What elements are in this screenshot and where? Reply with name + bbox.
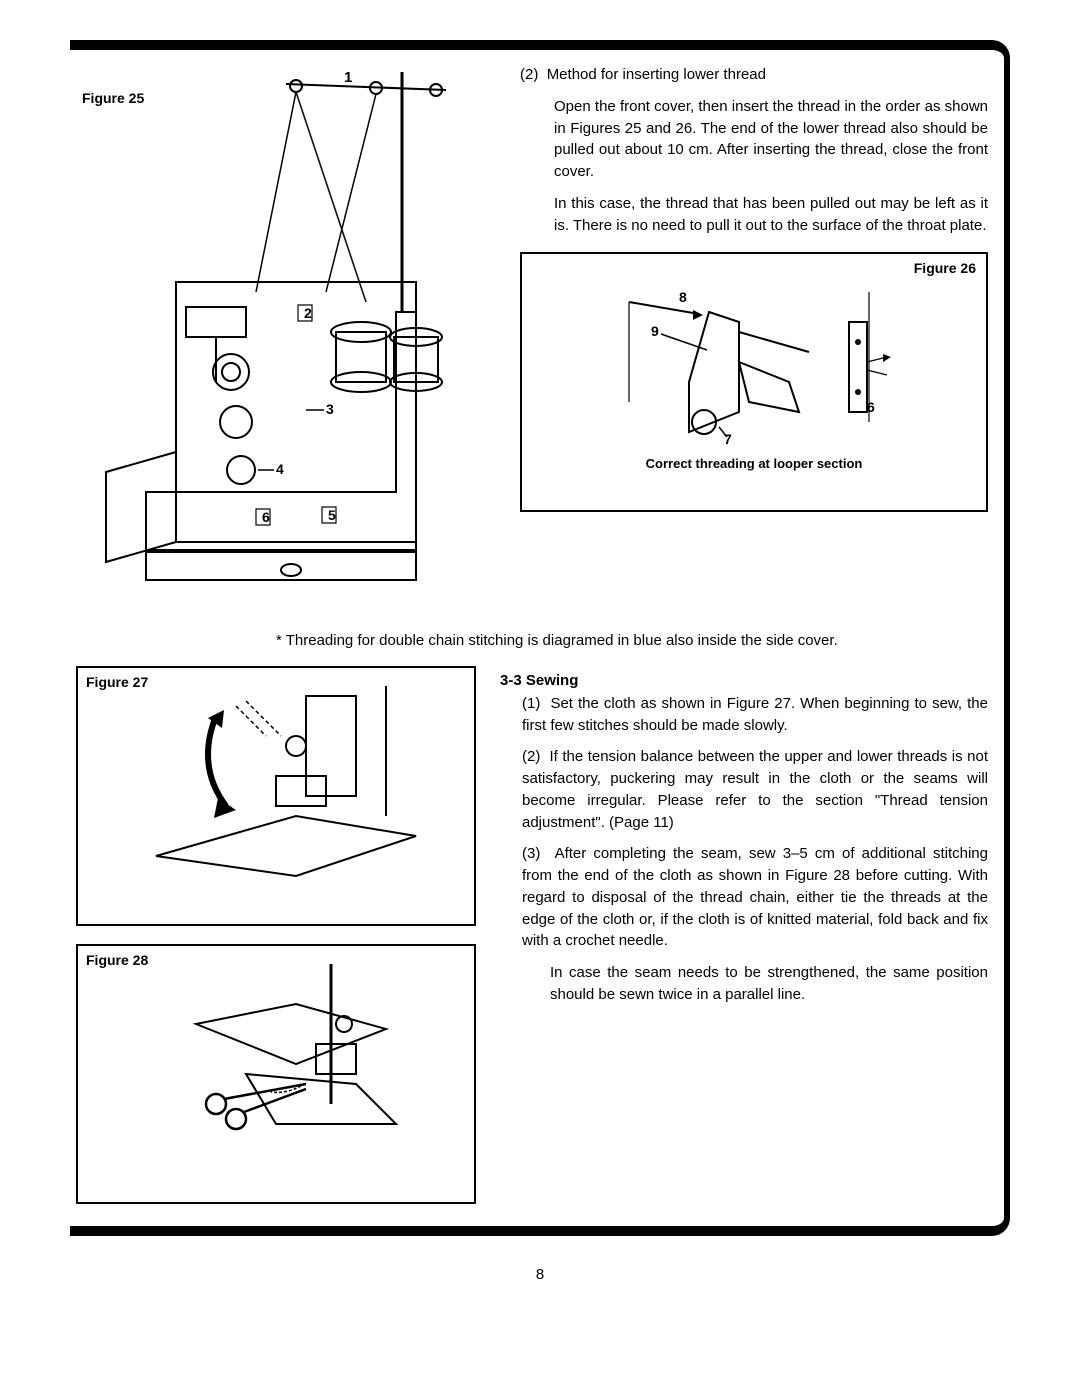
- figure-25-label: Figure 25: [82, 90, 144, 106]
- item2-p1: Open the front cover, then insert the th…: [554, 96, 988, 183]
- figure-25-box: Figure 25 1: [76, 64, 496, 620]
- sewing-item2: (2) If the tension balance between the u…: [522, 746, 988, 833]
- figure-26-label: Figure 26: [914, 260, 976, 276]
- figure-26-caption: Correct threading at looper section: [530, 456, 978, 471]
- figure-27-diagram: [96, 676, 456, 886]
- svg-text:6: 6: [262, 509, 270, 525]
- figure-27-box: Figure 27: [76, 666, 476, 926]
- sewing-heading: 3-3 Sewing: [500, 672, 988, 689]
- item2-title: Method for inserting lower thread: [547, 66, 766, 83]
- svg-text:4: 4: [276, 461, 284, 477]
- figure-25-column: Figure 25 1: [76, 64, 496, 620]
- top-text-column: (2) Method for inserting lower thread Op…: [520, 64, 988, 620]
- svg-text:6: 6: [867, 399, 875, 415]
- figure-26-box: Figure 26 8 9: [520, 252, 988, 512]
- page-number: 8: [70, 1266, 1010, 1283]
- item2-p2: In this case, the thread that has been p…: [554, 193, 988, 237]
- sewing-item2-text: If the tension balance between the upper…: [522, 748, 988, 830]
- sewing-item3-num: (3): [522, 843, 540, 865]
- sewing-item2-num: (2): [522, 746, 540, 768]
- item2-num: (2): [520, 64, 538, 86]
- figure-28-box: Figure 28: [76, 944, 476, 1204]
- svg-text:3: 3: [326, 401, 334, 417]
- svg-text:5: 5: [328, 507, 336, 523]
- sewing-item3-text: After completing the seam, sew 3–5 cm of…: [522, 845, 988, 949]
- svg-text:1: 1: [344, 72, 352, 86]
- sewing-item1-text: Set the cloth as shown in Figure 27. Whe…: [522, 695, 988, 734]
- svg-text:2: 2: [304, 305, 312, 321]
- sewing-text-column: 3-3 Sewing (1) Set the cloth as shown in…: [500, 666, 988, 1204]
- sewing-item1: (1) Set the cloth as shown in Figure 27.…: [522, 693, 988, 737]
- svg-text:7: 7: [724, 431, 732, 447]
- bottom-row: Figure 27: [76, 666, 988, 1204]
- sewing-item3: (3) After completing the seam, sew 3–5 c…: [522, 843, 988, 952]
- figure-26-diagram: 8 9 6 7: [589, 262, 919, 452]
- sewing-item1-num: (1): [522, 693, 540, 715]
- threading-note: * Threading for double chain stitching i…: [276, 630, 988, 652]
- method-lower-thread: (2) Method for inserting lower thread: [520, 64, 988, 86]
- svg-text:8: 8: [679, 289, 687, 305]
- top-row: Figure 25 1: [76, 64, 988, 620]
- page-frame: Figure 25 1: [70, 40, 1010, 1236]
- figure-25-diagram: 1: [86, 72, 486, 602]
- figure-27-label: Figure 27: [86, 674, 148, 690]
- figure-28-label: Figure 28: [86, 952, 148, 968]
- sewing-item3-p2: In case the seam needs to be strengthene…: [550, 962, 988, 1006]
- bottom-figures-column: Figure 27: [76, 666, 476, 1204]
- figure-28-diagram: [96, 954, 456, 1164]
- svg-text:9: 9: [651, 323, 659, 339]
